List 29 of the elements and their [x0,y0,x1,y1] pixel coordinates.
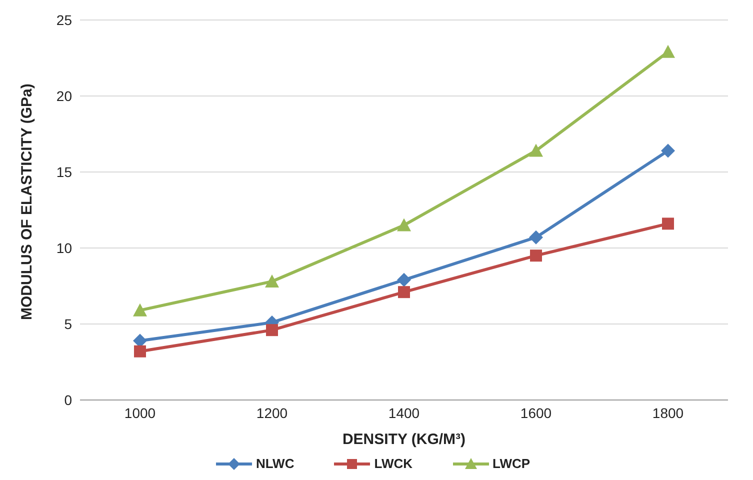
legend-label: NLWC [254,456,294,471]
y-tick-label: 5 [64,316,72,332]
y-tick-label: 20 [56,88,72,104]
y-tick-label: 0 [64,392,72,408]
x-tick-label: 1400 [388,404,420,421]
point [397,272,411,287]
y-tick-label: 25 [56,12,72,28]
y-axis-title: MODULUS OF ELASTICITY (GPa) [18,84,36,320]
legend-label: LWCK [373,456,412,471]
x-tick-label: 1600 [520,404,552,421]
point [397,218,411,232]
point [265,274,279,288]
x-tick-label: 1200 [256,404,288,421]
point [398,286,410,298]
x-axis-title: DENSITY (KG/M³) [342,431,466,448]
y-tick-label: 15 [56,164,72,180]
point [530,250,542,262]
point [266,324,278,336]
x-tick-label: 1000 [124,404,156,421]
point [529,230,543,244]
y-tick-label: 10 [56,240,72,256]
point [134,345,146,358]
point [529,144,543,157]
legend-label: LWCP [492,456,530,471]
point [661,144,675,158]
point [661,44,675,58]
x-tick-label: 1800 [652,404,684,421]
point [662,218,674,230]
point [133,303,147,316]
